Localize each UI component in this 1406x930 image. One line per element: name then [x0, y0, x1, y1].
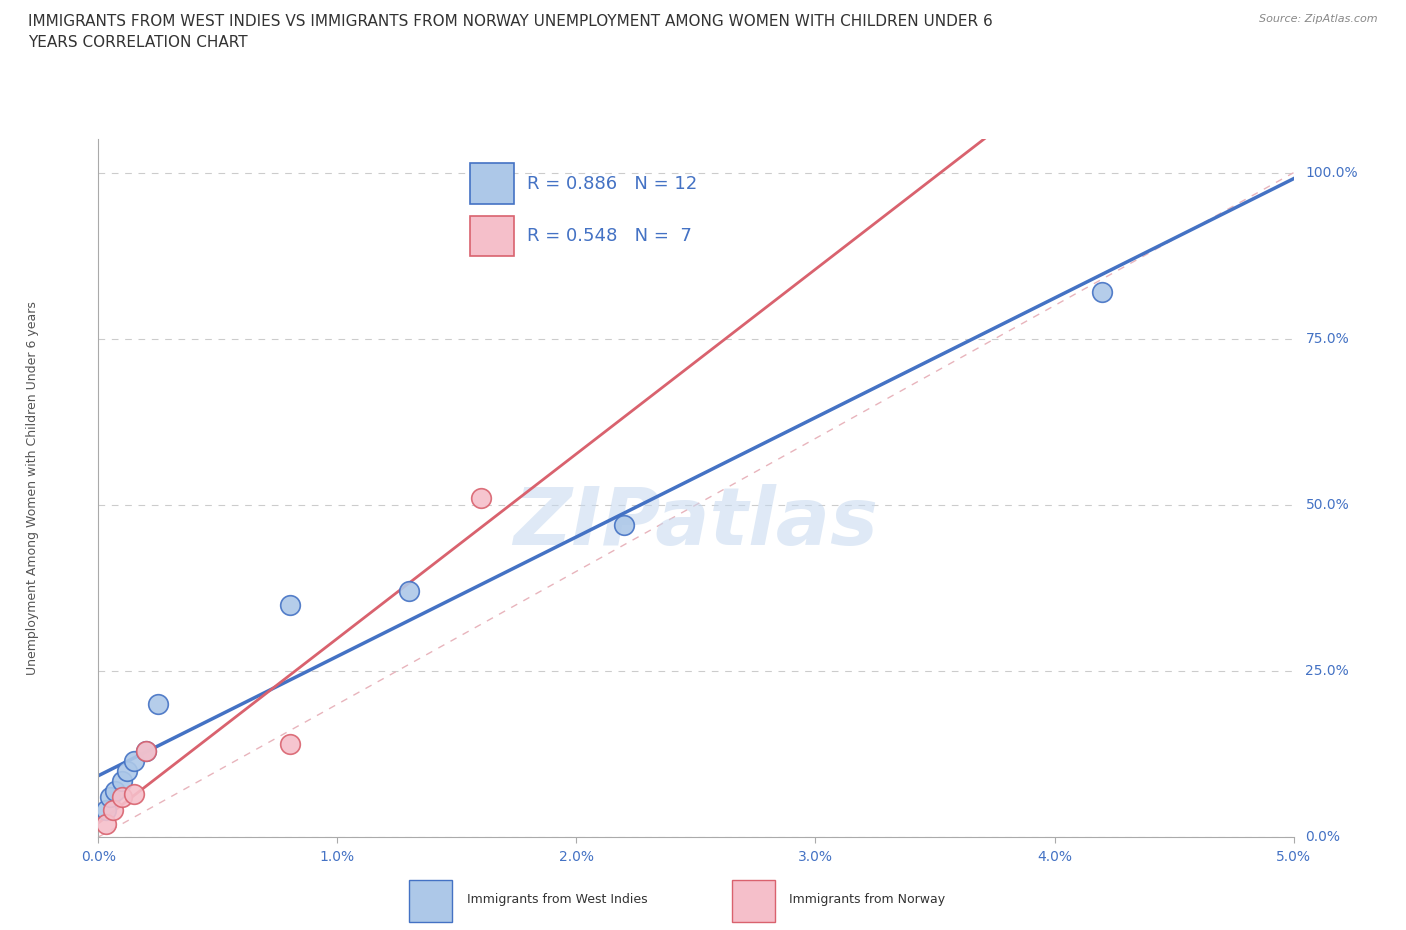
Point	[98, 790, 122, 804]
Point	[135, 743, 157, 758]
Text: 75.0%: 75.0%	[1305, 332, 1350, 346]
Point	[115, 764, 138, 778]
Point	[111, 790, 134, 804]
Point	[1091, 285, 1114, 299]
Point	[470, 491, 492, 506]
Text: 25.0%: 25.0%	[1305, 664, 1350, 678]
Point	[124, 753, 146, 768]
Point	[148, 697, 170, 711]
Text: ZIPatlas: ZIPatlas	[513, 485, 879, 562]
Point	[124, 787, 146, 802]
Point	[94, 803, 117, 817]
Point	[278, 597, 301, 612]
Point	[104, 783, 127, 798]
Text: 50.0%: 50.0%	[1305, 498, 1350, 512]
Text: Source: ZipAtlas.com: Source: ZipAtlas.com	[1260, 14, 1378, 24]
Point	[278, 737, 301, 751]
Point	[398, 584, 420, 599]
Point	[613, 517, 636, 532]
Point	[94, 817, 117, 831]
Text: YEARS CORRELATION CHART: YEARS CORRELATION CHART	[28, 35, 247, 50]
Point	[135, 743, 157, 758]
Text: 100.0%: 100.0%	[1305, 166, 1358, 179]
Text: IMMIGRANTS FROM WEST INDIES VS IMMIGRANTS FROM NORWAY UNEMPLOYMENT AMONG WOMEN W: IMMIGRANTS FROM WEST INDIES VS IMMIGRANT…	[28, 14, 993, 29]
Point	[101, 803, 124, 817]
Text: 0.0%: 0.0%	[1305, 830, 1340, 844]
Point	[111, 773, 134, 788]
Text: Unemployment Among Women with Children Under 6 years: Unemployment Among Women with Children U…	[27, 301, 39, 675]
